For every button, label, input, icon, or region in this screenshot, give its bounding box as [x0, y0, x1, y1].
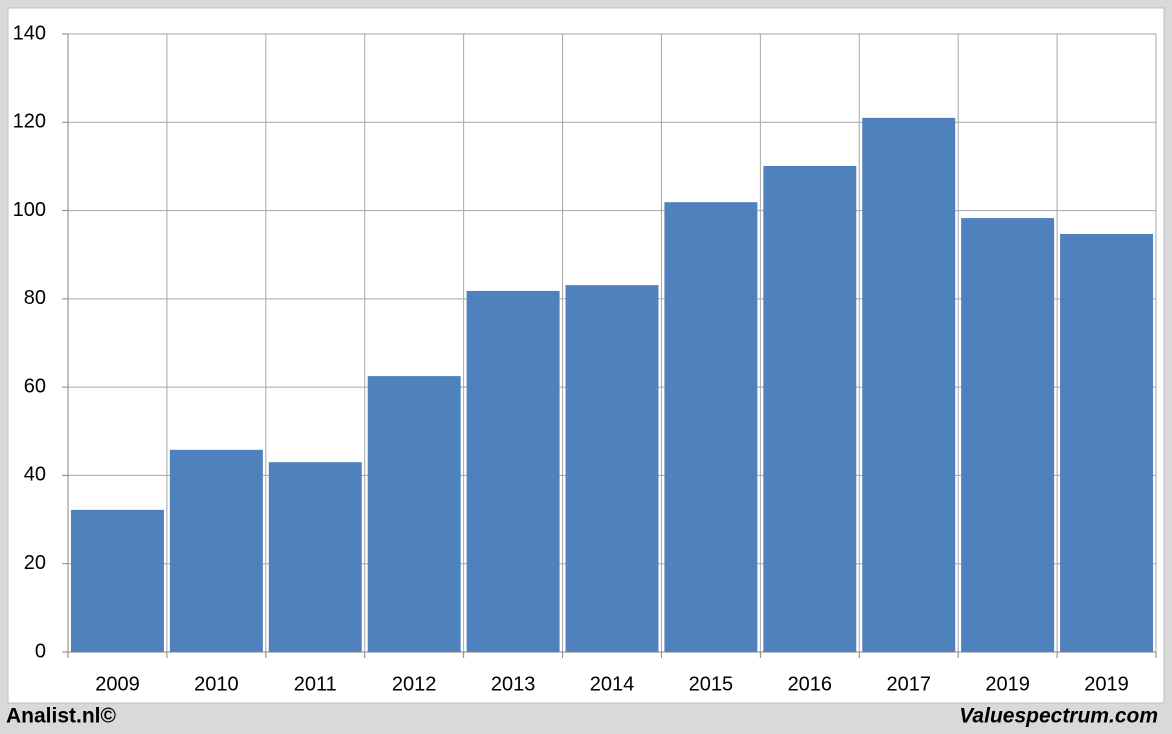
bar — [169, 449, 263, 652]
x-tick-label: 2013 — [491, 673, 536, 695]
x-tick-label: 2019 — [1084, 673, 1129, 695]
y-tick-label: 60 — [24, 375, 46, 397]
bar — [664, 202, 758, 653]
x-tick-label: 2014 — [590, 673, 635, 695]
footer-left: Analist.nl© — [6, 705, 117, 728]
y-tick-label: 140 — [13, 22, 46, 44]
bar — [367, 376, 461, 652]
bar — [1060, 233, 1154, 652]
bar — [466, 290, 560, 652]
y-tick-label: 80 — [24, 287, 46, 309]
x-tick-label: 2016 — [788, 673, 833, 695]
y-tick-label: 120 — [13, 111, 46, 133]
footer-right: Valuespectrum.com — [959, 705, 1158, 728]
y-tick-label: 20 — [24, 552, 46, 574]
bar — [70, 509, 164, 652]
x-tick-label: 2017 — [886, 673, 931, 695]
y-tick-label: 100 — [13, 199, 46, 221]
bar — [862, 117, 956, 652]
x-tick-label: 2010 — [194, 673, 239, 695]
bar — [565, 285, 659, 652]
x-tick-label: 2011 — [294, 673, 337, 695]
y-tick-label: 0 — [35, 640, 46, 662]
bar — [268, 462, 362, 652]
x-tick-label: 2015 — [689, 673, 734, 695]
bar — [961, 218, 1055, 652]
bar — [763, 165, 857, 653]
x-tick-label: 2012 — [392, 673, 437, 695]
x-tick-label: 2019 — [985, 673, 1030, 695]
y-tick-label: 40 — [24, 464, 46, 486]
x-tick-label: 2009 — [95, 673, 140, 695]
